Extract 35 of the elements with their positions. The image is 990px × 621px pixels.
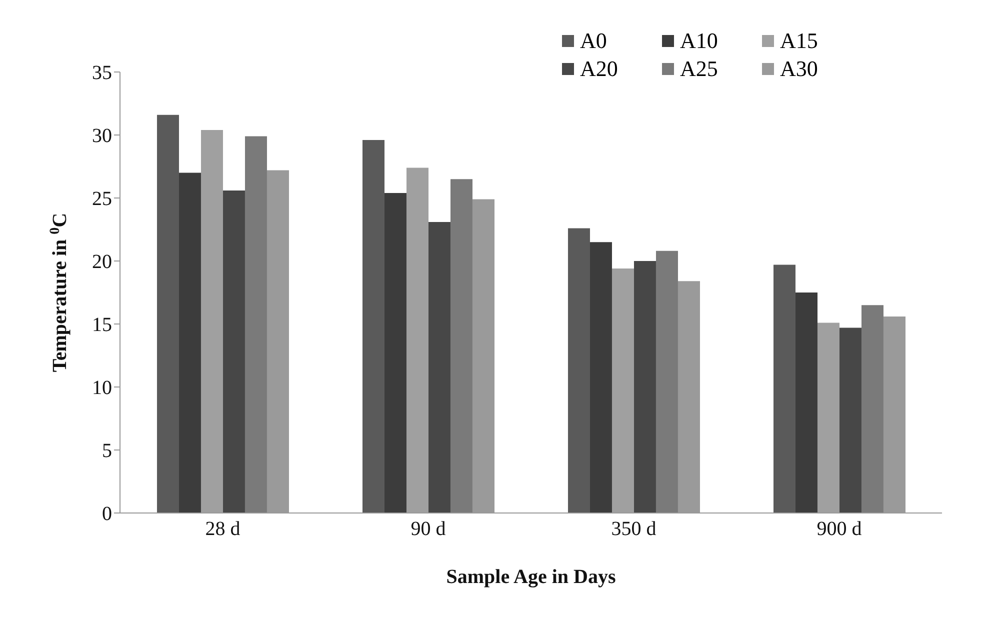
y-tick-label: 15 [92,314,112,336]
x-tick-label: 900 d [816,518,862,540]
bar [861,305,884,513]
bar [656,250,678,513]
bar [362,140,384,513]
x-axis-title: Sample Age in Days [446,566,616,588]
bar [795,292,818,513]
y-tick-label: 35 [92,62,112,84]
bar [156,114,179,513]
bar [428,222,450,513]
legend-label: A30 [780,56,818,82]
bar [839,328,862,513]
bar [244,136,267,513]
bar [773,264,796,513]
y-tick-label: 0 [102,503,112,526]
bar [384,192,406,513]
y-tick-label: 10 [92,377,112,400]
x-tick-label: 350 d [611,518,656,540]
bar [178,172,201,513]
legend-label: A20 [580,56,618,82]
legend-label: A15 [780,28,818,54]
legend-label: A0 [580,28,607,54]
y-tick-label: 30 [92,125,112,148]
x-tick-label: 28 d [205,518,240,540]
legend-label: A25 [680,56,718,82]
y-tick-label: 20 [92,251,112,274]
y-tick-label: 5 [102,440,112,462]
y-tick-label: 25 [92,188,112,210]
legend-label: A10 [680,28,718,54]
x-tick-label: 90 d [410,518,446,540]
bar [568,228,590,513]
bar [222,190,245,513]
bar [634,261,656,513]
bar [450,179,472,513]
bar [590,242,612,513]
